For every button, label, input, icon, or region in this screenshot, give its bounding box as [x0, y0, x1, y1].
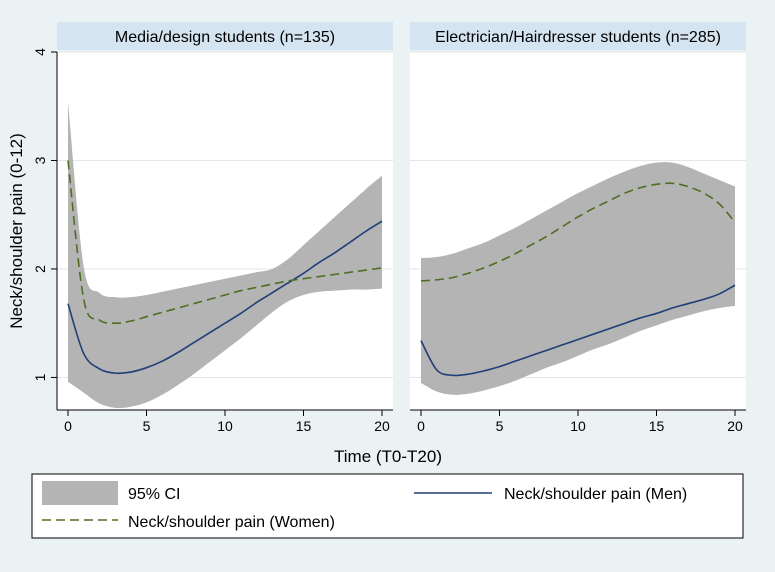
- panel-media-design: Media/design students (n=135) 1 2 3 4 0 5 10 1…: [32, 22, 393, 434]
- panel-title-background: [410, 22, 746, 50]
- y-tick-label-3: 3: [32, 156, 48, 164]
- legend-ci-label: 95% CI: [128, 486, 180, 503]
- legend: 95% CI Neck/shoulder pain (Men) Neck/sho…: [31, 473, 744, 539]
- x-tick-label-5: 5: [496, 418, 504, 434]
- y-tick-label-4: 4: [32, 48, 48, 56]
- legend-men-label: Neck/shoulder pain (Men): [504, 486, 687, 503]
- women-line: [420, 182, 736, 282]
- ci-band: [68, 101, 382, 409]
- legend-ci-swatch: [42, 481, 118, 505]
- x-tick-label-15: 15: [649, 418, 665, 434]
- x-tick-label-0: 0: [64, 418, 72, 434]
- men-line: [67, 220, 383, 375]
- legend-women-label: Neck/shoulder pain (Women): [128, 514, 335, 531]
- y-axis-title: Neck/shoulder pain (0-12): [7, 133, 26, 329]
- women-line: [67, 160, 383, 325]
- y-tick-label-2: 2: [32, 265, 48, 273]
- x-tick-label-5: 5: [143, 418, 151, 434]
- panel-electrician-hairdresser: Electrician/Hairdresser students (n=285)…: [410, 22, 746, 434]
- men-line: [420, 284, 736, 377]
- x-axis: 0 5 10 15 20: [410, 409, 746, 434]
- x-axis-title: Time (T0-T20): [334, 447, 442, 466]
- y-tick-label-1: 1: [32, 373, 48, 381]
- panel-title-background: [57, 22, 393, 50]
- x-tick-label-20: 20: [374, 418, 390, 434]
- y-axis: 1 2 3 4: [32, 48, 58, 410]
- x-axis: 0 5 10 15 20: [57, 409, 393, 434]
- x-tick-label-10: 10: [570, 418, 586, 434]
- panel-title: Electrician/Hairdresser students (n=285): [435, 29, 721, 46]
- x-tick-label-15: 15: [296, 418, 312, 434]
- x-tick-label-0: 0: [417, 418, 425, 434]
- x-tick-label-20: 20: [727, 418, 743, 434]
- panel-title: Media/design students (n=135): [115, 29, 335, 46]
- ci-band: [421, 162, 735, 395]
- x-tick-label-10: 10: [217, 418, 233, 434]
- legend-box: [31, 473, 744, 539]
